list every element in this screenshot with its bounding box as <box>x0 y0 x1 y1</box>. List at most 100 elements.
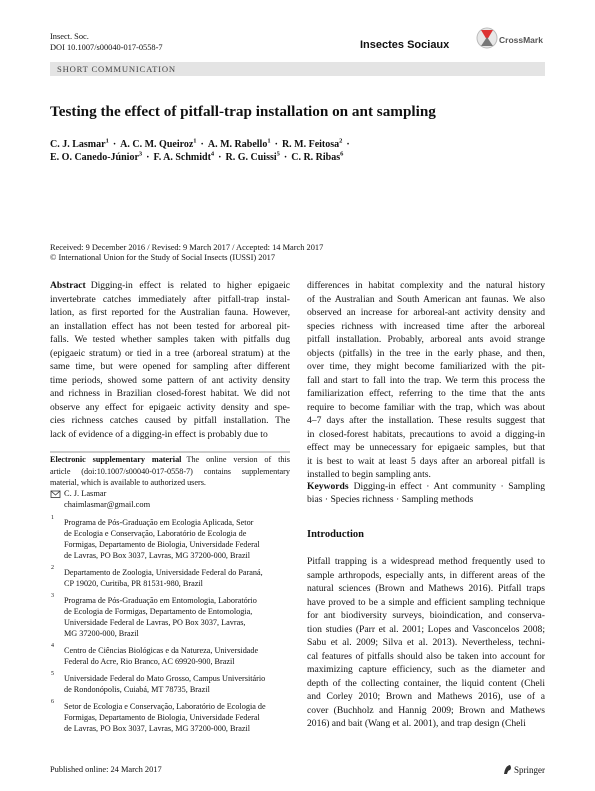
abstract-line: (epigaeic stratum) or tied in a tree (ar… <box>50 348 290 360</box>
abstract-line-text: pitfall installation. Probably, arboreal… <box>307 334 545 345</box>
affiliation-line: Departamento de Zoologia, Universidade F… <box>64 568 263 577</box>
supplementary-line: article (doi:10.1007/s00040-017-0558-7) … <box>50 467 290 477</box>
abstract-line: species richness with increased time aft… <box>307 321 545 333</box>
affiliation-line: Centro de Ciências Biológicas e da Natur… <box>64 646 259 655</box>
abstract-line: objects (pitfalls) in the tree in the ea… <box>307 348 545 360</box>
affiliation-number: 1 <box>51 515 54 521</box>
body-line-text: maximizing capture efficiency, such as t… <box>307 664 545 675</box>
body-line: and Corley 2010; Brown and Mathews 2016)… <box>307 691 545 703</box>
author-line: C. J. Lasmar1 · A. C. M. Queiroz1 · A. M. Ra… <box>50 137 354 150</box>
body-line: Sabu et al. 2009; Silva et al. 2013). Ne… <box>307 637 545 649</box>
author-name: A. M. Rabello <box>207 139 268 150</box>
affiliation-line: Formigas, Departamento de Biologia, Univ… <box>64 540 260 549</box>
copyright: © International Union for the Study of S… <box>50 253 276 262</box>
abstract-line-text: an installation effect has not been test… <box>50 320 290 332</box>
author-affiliation: 2 <box>339 137 343 145</box>
published-online: Published online: 24 March 2017 <box>50 765 162 774</box>
abstract-line-text: differences in habitat complexity and th… <box>307 280 545 291</box>
abstract-line: cies richness catches caused by pitfall … <box>50 415 290 427</box>
supplementary-line: material, which is available to authoriz… <box>50 478 290 488</box>
author-line: E. O. Canedo-Júnior3 · F. A. Schmidt4 · R. G… <box>50 150 344 163</box>
supplementary-line-text: The online version of this <box>186 455 290 464</box>
body-line-text: depth of the collecting container, the l… <box>307 677 545 689</box>
affiliation-line: Formigas, Departamento de Biologia, Univ… <box>64 713 260 722</box>
body-line-text: 2016) and bait (Wang et al. 2001), and t… <box>307 718 526 729</box>
affiliation-line: de Rondonópolis, Cuiabá, MT 78735, Brazi… <box>64 685 210 694</box>
abstract-line: observed an increase for arboreal-ant ac… <box>307 307 545 319</box>
affiliation-line: de Lavras, PO Box 3037, Lavras, MG 37200… <box>64 724 251 733</box>
affiliation-line: de Lavras, PO Box 3037, Lavras, MG 37200… <box>64 551 251 560</box>
abstract-line-label: Abstract <box>50 280 86 291</box>
abstract-line: it is best to wait at least 5 days after… <box>307 456 545 468</box>
supplementary-line-label: Electronic supplementary material <box>50 455 182 464</box>
abstract-line: over time, they might become familiarize… <box>307 361 545 373</box>
author-name: R. M. Feitosa <box>281 139 340 150</box>
corresponding-email: chaimlasmar@gmail.com <box>64 500 151 509</box>
body-line-text: cover (Buchholz and Hannig 2009; Brown a… <box>307 704 545 716</box>
abstract-line: 4–7 days after the installation. These r… <box>307 415 545 427</box>
abstract-line: familiarization effect, referring to the… <box>307 388 545 400</box>
author-separator: · <box>200 139 204 150</box>
section-label: SHORT COMMUNICATION <box>57 64 176 74</box>
supplementary-line-text: article (doi:10.1007/s00040-017-0558-7) … <box>50 466 290 476</box>
abstract-line: lack of evidence of a digging-in effect … <box>50 429 290 441</box>
affiliation-line: Universidade Federal de Lavras, PO Box 3… <box>64 618 246 627</box>
body-line-text: have proved to be a simple and efficient… <box>307 596 545 608</box>
affiliation-line: de Ecologia de Formigas, Departamento de… <box>64 607 253 616</box>
author-affiliation: 1 <box>193 137 197 145</box>
keywords-line-text: bias · Species richness · Sampling metho… <box>307 493 474 505</box>
abstract-line-text: lation, as first reported for the Austra… <box>50 307 290 318</box>
affiliation-line: CP 19020, Curitiba, PR 81531-980, Brazil <box>64 579 203 588</box>
author-affiliation: 4 <box>210 150 215 158</box>
author-affiliation: 5 <box>276 150 280 158</box>
author-separator: · <box>346 139 350 150</box>
abstract-line-text: in closed-forest habitats, precautions t… <box>307 428 545 440</box>
abstract-line: in closed-forest habitats, precautions t… <box>307 429 545 441</box>
abstract-line: differences in habitat complexity and th… <box>307 280 545 292</box>
journal-abbrev: Insect. Soc. <box>50 32 89 41</box>
body-line: sample arthropods, especially ants, in d… <box>307 570 545 582</box>
affiliation-line: Federal do Acre, Rio Branco, AC 69920-90… <box>64 657 235 666</box>
affiliation-number: 5 <box>51 671 54 677</box>
author-name: A. C. M. Queiroz <box>120 139 194 150</box>
supplementary-line: Electronic supplementary material The onl… <box>50 455 290 465</box>
body-line: maximizing capture efficiency, such as t… <box>307 664 545 676</box>
abstract-line-text: of the Australian and South American ant… <box>307 293 545 305</box>
abstract-line-text: species richness with increased time aft… <box>307 320 545 332</box>
abstract-line: invertebrate catches immediately after p… <box>50 294 290 306</box>
author-name: R. G. Cuissi <box>225 152 277 163</box>
abstract-line: require to become familiar with the trap… <box>307 402 545 414</box>
body-line-text: and Corley 2010; Brown and Mathews 2016)… <box>307 691 545 702</box>
keywords-line: Keywords Digging-in effect · Ant communit… <box>307 481 545 493</box>
springer-logo <box>504 765 511 774</box>
abstract-line-text: observe any effect for epigaeic activity… <box>50 401 290 413</box>
affiliation-number: 4 <box>51 643 54 649</box>
abstract-line: an installation effect has not been test… <box>50 321 290 333</box>
abstract-line-text: over time, they might become familiarize… <box>307 361 545 372</box>
abstract-line-text: and richness in Brazilian closed-forest … <box>50 388 290 399</box>
keywords-line: bias · Species richness · Sampling metho… <box>307 494 545 506</box>
abstract-line-text: effect may be unnecessary for epigaeic s… <box>307 442 545 453</box>
abstract-line-text: observed an increase for arboreal-ant ac… <box>307 307 545 318</box>
publisher: Springer <box>514 765 545 775</box>
abstract-line-text: invertebrate catches immediately after p… <box>50 293 290 305</box>
abstract-line-text: Digging-in effect is related to higher e… <box>90 280 290 291</box>
keywords-line-label: Keywords <box>307 481 349 492</box>
author-affiliation: 6 <box>340 150 344 158</box>
abstract-line-text: require to become familiar with the trap… <box>307 401 545 413</box>
author-separator: · <box>283 152 288 163</box>
body-line: natural sciences (Brown and Mathews 2016… <box>307 583 545 595</box>
author-separator: · <box>112 139 117 150</box>
affiliation-number: 3 <box>51 593 54 599</box>
abstract-line-text: cies richness catches caused by pitfall … <box>50 415 290 426</box>
author-affiliation: 3 <box>138 150 143 158</box>
body-line: for ant biodiversity surveys, bioindicat… <box>307 610 545 622</box>
author-affiliation: 1 <box>267 137 271 145</box>
abstract-line: time periods, showed some pattern of ant… <box>50 375 290 387</box>
abstract-line-text: 4–7 days after the installation. These r… <box>307 415 545 426</box>
affiliation-number: 2 <box>51 565 54 571</box>
author-affiliation: 1 <box>105 137 109 145</box>
abstract-line-text: falls. We tested whether samples taken w… <box>50 334 290 345</box>
author-separator: · <box>146 152 150 163</box>
